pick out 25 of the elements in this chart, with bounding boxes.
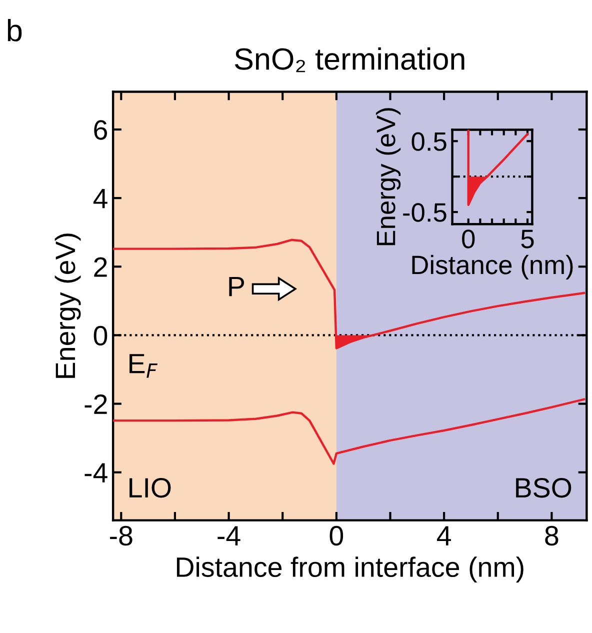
text: b: [8, 18, 22, 42]
y-tick-label: -2: [84, 394, 107, 414]
x-tick-label: 0: [330, 526, 344, 546]
line-series: [113, 398, 586, 465]
x-axis-title: Distance from interface (nm): [176, 556, 524, 583]
x-tick-label: 5: [521, 230, 534, 248]
x-tick-label: -4: [218, 526, 240, 546]
y-tick-label: 4: [93, 189, 108, 208]
x-axis-title: Distance (nm): [412, 254, 573, 280]
band-label: BSO: [516, 478, 572, 498]
y-tick-label: -0.5: [403, 203, 446, 222]
y-tick-label: 2: [94, 257, 107, 277]
chart-title: SnO₂ termination: [234, 47, 464, 72]
x-tick-label: -8: [110, 526, 132, 546]
line-series: [467, 130, 529, 206]
y-tick-label: 0: [94, 326, 108, 346]
annotation: P: [229, 276, 244, 296]
band-label: LIO: [130, 478, 171, 498]
y-axis-title: Energy (eV): [54, 234, 81, 378]
y-tick-label: -4: [84, 463, 108, 482]
y-tick-label: 0.5: [412, 132, 446, 151]
y-axis-title: Energy (eV): [376, 108, 401, 246]
x-tick-label: 8: [545, 526, 558, 546]
y-tick-label: 6: [94, 120, 107, 140]
ref-line-label: E$_{F}$: [130, 354, 158, 378]
